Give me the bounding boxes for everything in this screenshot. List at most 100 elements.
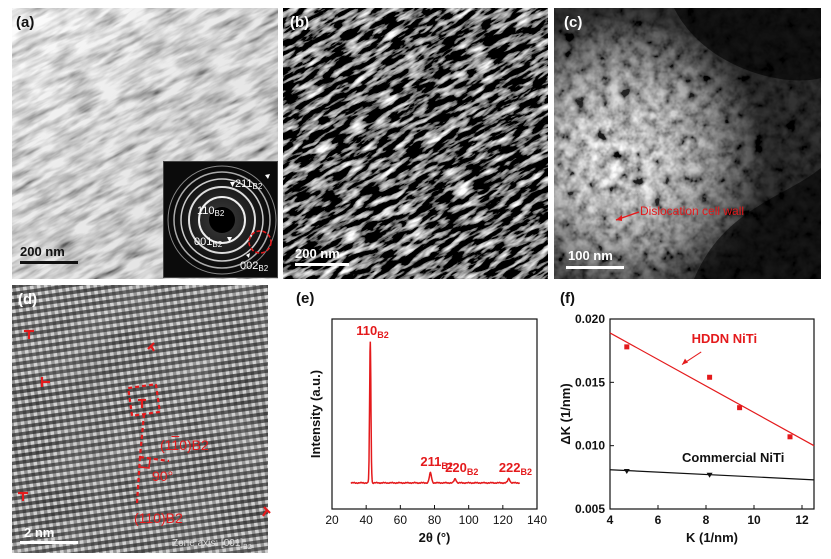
data-point [623,469,630,474]
plane-direction-line [138,413,146,458]
scale-bar [20,261,78,264]
fit-line-0 [609,332,815,447]
x-tick-label: 6 [655,513,662,527]
x-tick-label: 140 [527,513,547,527]
data-point [707,374,713,380]
arrow-marker-icon [227,237,232,242]
peak-label-211: 211B2 [420,454,453,471]
data-point [737,405,743,411]
y-tick-label: 0.005 [575,502,605,516]
x-tick-label: 120 [493,513,513,527]
plane-direction-line [135,456,142,504]
peak-label-110: 110B2 [356,323,389,340]
panel-e-label: (e) [296,290,314,307]
peak-label-220: 220B2 [445,460,478,477]
saed-inset: 211B2 110B2 001B2 002B2 [163,161,278,278]
x-tick-label: 80 [428,513,442,527]
dark-field-tem-image [283,8,548,279]
dislocation-overlay [18,329,271,517]
panel-b-label: (b) [290,14,310,31]
y-axis-label: Intensity (a.u.) [308,370,323,458]
angle-label: 90° [152,468,174,484]
zone-axis-sub: B2 [243,544,252,551]
dark-field-tem-image [554,8,821,279]
panel-a: (a) 211B2 110B2 001B2 002B [12,8,278,279]
dislocation-marker-icon [24,329,34,339]
diffraction-ring [167,165,277,275]
zone-axis-label: Zone axis: [001]B2 [172,538,252,551]
saed-label-001: 001B2 [194,236,223,249]
annotation-arrow [615,211,640,221]
scale-bar [566,266,624,269]
x-tick-label: 20 [325,513,339,527]
x-axis-label: K (1/nm) [686,530,738,545]
angle-arc-icon [139,458,151,469]
panel-c: (c) Dislocation cell wall 100 nm [554,8,821,279]
series-label-hddn: HDDN NiTi [692,331,757,346]
plane-label-110: (110)B2 [134,510,183,526]
arrow-marker-icon [246,253,250,258]
diffraction-ring [198,196,246,244]
data-point [706,472,713,478]
diffraction-ring [180,178,264,262]
dislocation-marker-icon [147,342,155,352]
x-tick-label: 12 [795,513,809,527]
diffraction-ring [173,171,271,269]
williamson-hall-plot: (f) 0.005 0.010 0.015 0.020 4 6 8 10 12 HDDN NiTi C… [558,290,815,545]
plane-label-bar: 1 [171,437,180,453]
selected-spot-circle [248,230,272,254]
series-label-commercial: Commercial NiTi [682,450,784,465]
plane-label-part: (1 [160,437,172,453]
saed-label-211: 211B2 [235,178,263,191]
x-tick-label: 100 [459,513,479,527]
plane-label-1-10: (110)B2 [160,437,209,453]
beam-stop [209,207,235,233]
plot-frame [609,318,815,510]
scale-bar [20,541,78,544]
plane-label-part: 0)B2 [179,437,209,453]
panel-d: (d) (110)B2 90° (110)B2 2 nm Zone axis: … [12,285,276,553]
panel-d-label: (d) [18,291,38,308]
plane-direction-line [139,455,170,463]
xrd-series-line [350,341,521,485]
saed-label-002: 002B2 [240,260,269,273]
panel-b: (b) 200 nm [283,8,548,279]
dislocation-marker-icon [18,491,28,501]
y-axis-label: ΔK (1/nm) [558,383,573,444]
y-tick-label: 0.010 [575,439,605,453]
x-tick-label: 10 [747,513,761,527]
scale-bar-label: 100 nm [568,248,613,263]
zone-axis-text: Zone axis: [001] [172,538,244,549]
arrow-marker-icon [265,174,270,179]
panel-a-label: (a) [16,14,35,31]
scale-bar-label: 200 nm [20,244,65,259]
y-tick-label: 0.015 [575,375,605,389]
hrtem-lattice-image [12,285,276,553]
arrow-marker-icon [230,182,235,187]
diffraction-pattern: 211B2 110B2 001B2 002B2 [167,165,277,275]
plot-frame [331,318,538,510]
diffraction-ring [188,186,256,254]
x-tick-label: 60 [394,513,408,527]
x-tick-label: 4 [607,513,614,527]
saed-label-110: 110B2 [197,205,225,218]
panel-f-label: (f) [560,290,575,307]
scale-bar [295,263,349,266]
data-point [624,344,630,350]
dislocation-marker-icon [262,506,271,517]
data-point [787,434,793,440]
peak-label-222: 222B2 [499,460,532,477]
x-tick-label: 40 [359,513,373,527]
panel-c-label: (c) [564,14,583,31]
fit-line-1 [609,469,815,481]
dislocation-marker-icon [138,398,146,408]
y-tick-label: 0.020 [575,312,605,326]
scale-bar-label: 2 nm [24,525,55,540]
x-tick-label: 8 [703,513,710,527]
dislocation-cell-wall-label: Dislocation cell wall [640,204,745,218]
dislocation-marker-icon [40,377,50,387]
scale-bar-label: 200 nm [295,246,340,261]
arrow-head-icon [682,358,688,365]
x-axis-label: 2θ (°) [419,530,451,545]
